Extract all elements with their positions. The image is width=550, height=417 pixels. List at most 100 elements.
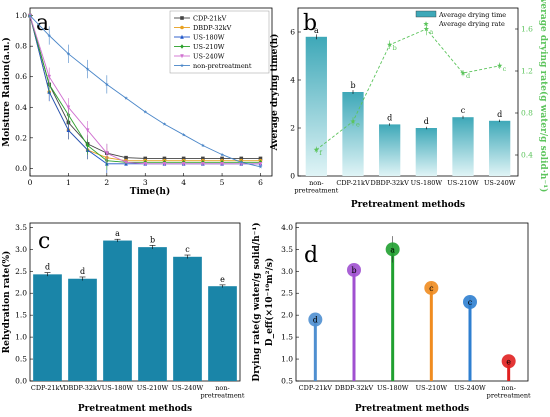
x-category-label: US-240W — [172, 384, 204, 392]
x-category-label: US-240W — [454, 384, 486, 392]
data-point-us-210w — [85, 143, 90, 148]
bar-US-240W — [489, 120, 511, 176]
legend-label: Average drying time — [438, 11, 506, 19]
legend-label: US-240W — [193, 53, 225, 61]
x-category-label: DBDP-32kV — [371, 179, 410, 187]
data-point-us-240w — [105, 151, 109, 156]
bar-CDP-21kV — [33, 274, 62, 381]
y-tick-label: 0.0 — [15, 164, 27, 173]
rate-point — [386, 41, 393, 48]
panel-c: c Pretreatment methods Rehydration rate(… — [1, 222, 245, 414]
data-point-us-240w — [162, 161, 167, 167]
bar-US-180W — [103, 240, 132, 381]
x-category-label: US-180W — [102, 384, 134, 392]
bar-US-240W — [173, 256, 202, 381]
y-tick-label: 1.5 — [281, 333, 293, 342]
significance-label: a — [390, 245, 395, 254]
data-point-non-pretreatment — [66, 51, 71, 56]
x-category-label-line: pretreatment — [294, 187, 338, 195]
data-point-DBDP-32kV — [347, 262, 361, 277]
panel-b-xlabel: Pretreatment methods — [351, 200, 465, 210]
panel-d-y2label: D_eff(×10⁻¹⁰m²/s) — [264, 258, 275, 346]
x-category-label: non-pretreatment — [487, 384, 531, 400]
x-category-label-line: pretreatment — [487, 392, 531, 400]
data-point-non-pretreatment — [181, 132, 186, 137]
legend-label: US-210W — [193, 43, 225, 51]
legend-marker — [180, 63, 184, 68]
significance-label: a — [115, 229, 120, 238]
data-point-us-240w — [47, 74, 52, 80]
data-point-cdp-21kv — [201, 156, 205, 161]
x-category-label: DBDP-32kV — [335, 384, 374, 392]
significance-label: b — [150, 235, 155, 244]
legend-label: Average drying rate — [438, 20, 505, 28]
bar-non-pretreatment — [208, 286, 237, 381]
y-tick-label: 0 — [290, 172, 295, 181]
legend-marker — [180, 16, 184, 20]
data-point-non-pretreatment — [258, 164, 263, 169]
y-tick-label: 2.0 — [15, 289, 27, 298]
y-tick-label: 3.5 — [281, 245, 293, 254]
x-category-label: CDP-21kV — [299, 384, 333, 392]
x-category-label: CDP-21kV — [336, 179, 370, 187]
rate-point — [423, 26, 430, 32]
panel-b: b Pretreatment methods Average drying ti… — [269, 0, 549, 210]
significance-label: c — [468, 298, 473, 307]
panel-c-letter: c — [38, 229, 50, 254]
x-category-label: US-240W — [484, 179, 516, 187]
y-tick-label: 4 — [290, 76, 295, 85]
x-category-label: US-210W — [447, 179, 479, 187]
data-point-us-240w — [85, 128, 90, 133]
legend-marker — [180, 44, 184, 49]
panel-a-letter: a — [36, 11, 49, 36]
data-point-cdp-21kv — [124, 155, 128, 160]
data-point-non-pretreatment — [104, 82, 109, 86]
panel-d-frame — [295, 222, 529, 382]
y-tick-label: 2.5 — [15, 267, 27, 276]
y2-tick-label: 1.6 — [521, 25, 533, 34]
significance-label: c — [185, 245, 190, 254]
rate-significance-label: d — [466, 72, 470, 80]
significance-label: c — [429, 284, 434, 293]
legend-marker — [180, 25, 184, 30]
data-point-us-240w — [181, 161, 186, 167]
data-point-us-240w — [258, 161, 263, 167]
data-point-cdp-21kv — [258, 156, 263, 161]
x-category-label: US-180W — [411, 179, 443, 187]
rate-line — [316, 28, 500, 151]
data-point-non-pretreatment — [162, 122, 167, 126]
data-point-non-pretreatment — [47, 33, 52, 38]
data-point-US-210W — [424, 280, 439, 295]
significance-label: c — [461, 106, 466, 115]
rate-point — [460, 70, 466, 76]
significance-label: e — [506, 357, 511, 366]
rate-significance-label: c — [503, 65, 507, 73]
panel-d-ylabel: Drying rate(g water/g solid/h⁻¹) — [251, 222, 262, 381]
x-tick-label: 0 — [28, 178, 33, 187]
legend-label: CDP-21kV — [193, 15, 227, 23]
panel-a-xlabel: Time(h) — [130, 186, 170, 197]
data-point-cdp-21kv — [181, 156, 186, 161]
rate-significance-label: e — [356, 120, 360, 128]
bar-US-180W — [415, 128, 437, 176]
x-tick-label: 1 — [66, 178, 71, 187]
legend-box — [169, 10, 270, 74]
panel-a-ylabel: Moisture Ration(a.u.) — [1, 37, 12, 147]
y-tick-label: 4.0 — [281, 223, 293, 232]
x-category-label: non-pretreatment — [201, 384, 245, 400]
x-category-label: DBDP-32kV — [63, 384, 102, 392]
data-point-us-240w — [201, 161, 205, 167]
y-tick-label: 3.5 — [15, 223, 27, 232]
rate-point — [350, 118, 356, 124]
significance-label: a — [314, 26, 319, 35]
x-tick-label: 5 — [220, 178, 225, 187]
legend-label: non-pretreatment — [193, 62, 252, 70]
data-point-non-pretreatment — [200, 143, 205, 148]
significance-label: d — [80, 267, 85, 276]
y-tick-label: 1.0 — [281, 355, 293, 364]
data-point-non-pretreatment — [143, 109, 148, 114]
data-point-non-pretreatment — [85, 67, 90, 71]
y-tick-label: 0.5 — [15, 355, 27, 364]
x-category-label: US-210W — [416, 384, 448, 392]
panel-c-xlabel: Pretreatment methods — [78, 404, 192, 414]
